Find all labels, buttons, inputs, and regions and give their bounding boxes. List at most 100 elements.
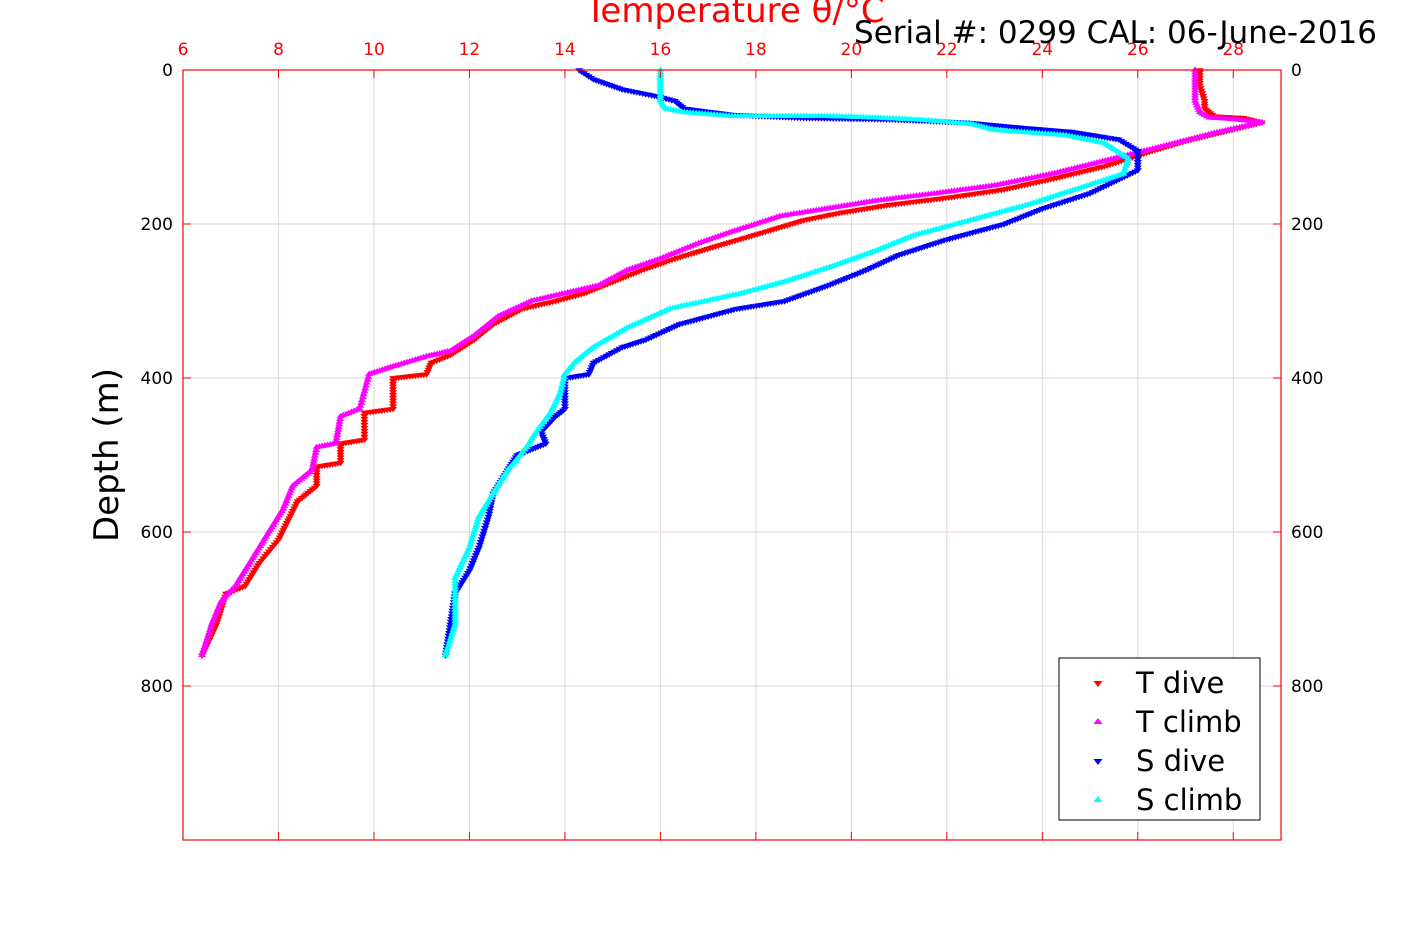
y-tick-label-right: 600 xyxy=(1291,523,1323,543)
x-tick-label: 20 xyxy=(841,40,863,60)
data-point xyxy=(333,431,342,438)
legend-label: T climb xyxy=(1135,705,1242,739)
data-point xyxy=(445,637,454,643)
data-point xyxy=(360,410,369,417)
data-point xyxy=(389,376,398,382)
data-point xyxy=(557,384,566,390)
data-point xyxy=(358,396,367,402)
data-point xyxy=(558,378,567,385)
x-tick-label: 8 xyxy=(273,40,284,60)
data-point xyxy=(467,538,476,544)
data-point xyxy=(472,521,481,527)
data-point xyxy=(308,463,317,470)
legend-label: S dive xyxy=(1136,744,1225,778)
data-point xyxy=(445,625,454,631)
data-markers xyxy=(198,66,1266,659)
y-tick-label-left: 200 xyxy=(141,215,173,235)
data-point xyxy=(309,458,318,464)
data-point xyxy=(359,390,368,397)
x-tick-label: 22 xyxy=(936,40,958,60)
data-point xyxy=(332,434,341,440)
data-point xyxy=(451,612,460,618)
series-t-dive xyxy=(198,68,1266,659)
data-point xyxy=(336,458,345,464)
data-point xyxy=(468,532,477,538)
data-point xyxy=(336,415,345,421)
data-point xyxy=(447,632,456,638)
data-point xyxy=(466,541,475,547)
data-point xyxy=(486,503,495,509)
series-t-climb xyxy=(198,66,1266,657)
data-point xyxy=(451,591,460,598)
data-point xyxy=(451,609,460,615)
data-point xyxy=(481,523,490,529)
legend-marker xyxy=(1093,795,1103,803)
data-point xyxy=(358,393,367,400)
x-tick-label: 18 xyxy=(745,40,767,60)
data-point xyxy=(333,429,342,435)
y-axis-label: Depth (m) xyxy=(87,368,127,542)
data-point xyxy=(336,441,345,448)
data-point xyxy=(451,574,460,580)
data-point xyxy=(361,384,370,391)
data-point xyxy=(336,444,345,450)
data-point xyxy=(360,425,369,432)
data-point xyxy=(360,422,369,429)
data-point xyxy=(1133,162,1142,169)
data-point xyxy=(470,527,479,533)
data-point xyxy=(451,589,460,595)
data-point xyxy=(560,404,569,410)
data-point xyxy=(444,643,453,649)
data-point xyxy=(360,413,369,420)
data-point xyxy=(560,398,569,404)
data-point xyxy=(474,513,483,519)
data-point xyxy=(451,583,460,589)
data-point xyxy=(362,379,371,385)
series-s-climb xyxy=(441,66,1133,657)
x-tick-label: 24 xyxy=(1031,40,1053,60)
data-point xyxy=(1133,151,1142,158)
data-point xyxy=(356,402,365,408)
axis-ticks: 6 8 10 12 14 16 18 20 22 24 26 28 0 0 200 200 400 400 600 6… xyxy=(141,40,1323,840)
data-point xyxy=(332,437,341,443)
data-point xyxy=(446,622,455,628)
data-point xyxy=(389,387,398,393)
data-point xyxy=(451,617,460,624)
data-point xyxy=(311,449,320,455)
legend-marker xyxy=(1093,758,1103,766)
data-point xyxy=(451,615,460,621)
data-point xyxy=(335,420,344,427)
y-tick-label-left: 0 xyxy=(162,61,173,81)
data-point xyxy=(360,416,369,423)
data-point xyxy=(312,478,321,484)
data-point xyxy=(1123,157,1132,163)
serial-label: Serial #: 0299 CAL: 06-June-2016 xyxy=(854,15,1377,51)
data-point xyxy=(205,629,214,635)
data-point xyxy=(207,620,216,627)
data-point xyxy=(336,449,345,456)
data-point xyxy=(558,381,567,387)
data-point xyxy=(312,481,321,487)
data-point xyxy=(365,370,374,376)
data-point xyxy=(474,515,483,522)
legend-marker xyxy=(1093,680,1103,688)
data-point xyxy=(389,398,398,404)
data-point xyxy=(473,518,482,524)
data-point xyxy=(560,373,569,379)
data-point xyxy=(485,509,494,515)
data-point xyxy=(310,455,319,461)
data-point xyxy=(206,623,215,629)
data-point xyxy=(213,619,222,626)
data-point xyxy=(336,447,345,453)
data-point xyxy=(559,376,568,382)
data-point xyxy=(1121,162,1130,169)
data-point xyxy=(1120,167,1129,174)
data-point xyxy=(200,643,209,649)
data-point xyxy=(481,526,490,532)
data-point xyxy=(560,370,569,376)
y-tick-label-left: 400 xyxy=(141,369,173,389)
data-point xyxy=(360,428,369,435)
data-point xyxy=(451,594,460,601)
legend-label: T dive xyxy=(1135,666,1224,700)
